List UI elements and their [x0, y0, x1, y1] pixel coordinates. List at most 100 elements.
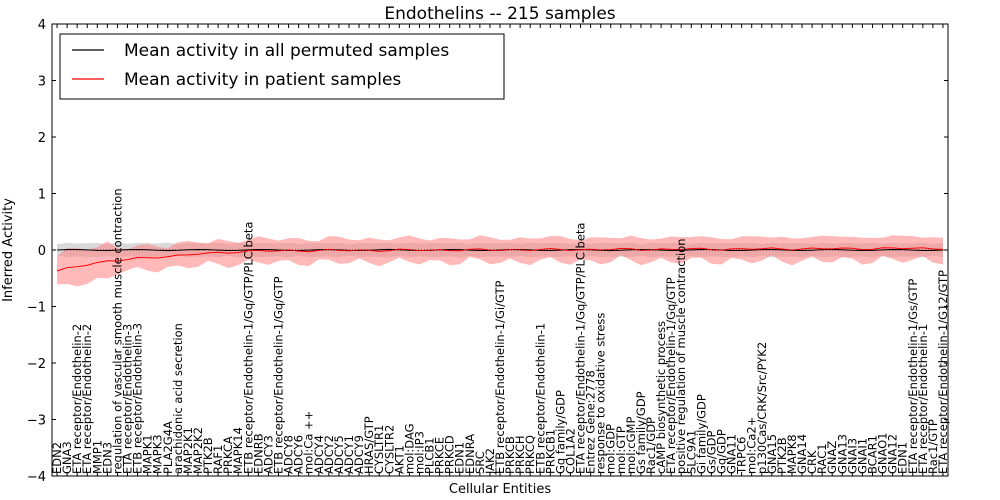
- x-tick-label: TRPC6: [735, 437, 749, 475]
- x-tick-label: GNAI1: [855, 438, 869, 474]
- x-tick-label: HRAS/GTP: [362, 416, 376, 474]
- x-tick-label: PTK2B: [775, 437, 789, 474]
- x-tick-label: JAK2: [483, 448, 497, 475]
- y-tick-label: −4: [27, 470, 46, 485]
- x-tick-label: ETA receptor/Endothelin-1/Gs/GTP: [906, 279, 920, 474]
- patient-mean-line: [56, 247, 943, 272]
- x-tick-label: SRC: [473, 451, 487, 474]
- x-tick-label: PRKCH: [513, 435, 527, 474]
- x-tick-label: arachidonic acid secretion: [171, 323, 185, 474]
- y-tick-label: 1: [38, 188, 46, 203]
- y-axis-label: Inferred Activity: [1, 198, 16, 302]
- x-tick-label: MAP2K2: [191, 427, 205, 474]
- x-tick-label: Rac1/GDP: [644, 417, 658, 474]
- x-tick-label: ADCY6: [292, 435, 306, 474]
- x-tick-label: MMP1: [90, 440, 104, 474]
- x-tick-label: regulation of vascular smooth muscle con…: [110, 188, 124, 474]
- patient-band: [57, 235, 943, 287]
- x-tick-label: CYSLTR1: [372, 425, 386, 474]
- x-tick-label: PRKCE: [433, 437, 447, 474]
- x-tick-label: SLC9A1: [684, 430, 698, 474]
- x-tick-label: EDNRB: [251, 433, 265, 474]
- legend: Mean activity in all permuted samples Me…: [59, 33, 505, 100]
- x-tick-label: mol:GTP: [614, 426, 628, 474]
- x-tick-label: EDN2: [50, 442, 64, 474]
- x-tick-label: GNA3: [60, 441, 74, 474]
- x-tick-label: EDNRA: [463, 434, 477, 474]
- x-axis-label: Cellular Entities: [449, 482, 551, 497]
- x-tick-label: EDN1: [453, 442, 467, 474]
- x-tick-label: GNA13: [835, 434, 849, 474]
- x-tick-label: PTK2B: [201, 437, 215, 474]
- x-tick-label: ADCY5: [332, 435, 346, 474]
- x-tick-label: GNA12: [886, 434, 900, 474]
- x-tick-label: MAP2K1: [181, 427, 195, 474]
- x-tick-label: GNAI3: [845, 438, 859, 474]
- legend-box: [59, 33, 505, 100]
- x-tick-label: Gq/GDP: [714, 429, 728, 474]
- x-tick-label: GNA15: [765, 434, 779, 474]
- x-tick-label: response to oxidative stress: [594, 313, 608, 474]
- x-tick-label: PRKCQ: [523, 435, 537, 474]
- x-tick-label: cAMP biosynthetic process: [654, 321, 668, 474]
- x-tick-label: RAF1: [211, 445, 225, 474]
- x-tick-label: mol:DAG: [402, 423, 416, 474]
- x-tick-label: PRKCD: [443, 435, 457, 474]
- x-tick-label: RAC1: [815, 443, 829, 474]
- x-tick-label: Gs/GDP: [704, 430, 718, 474]
- x-tick-label: PLCB1: [423, 437, 437, 474]
- y-tick-label: 4: [38, 18, 46, 33]
- x-tick-label: PRKCB: [503, 436, 517, 474]
- x-tick-label: ETB receptor/Endothelin-1/Gi/GTP: [493, 280, 507, 474]
- x-tick-label: MAPK14: [231, 427, 245, 474]
- x-tick-label: GNA11: [725, 434, 739, 474]
- x-tick-label: ETB receptor/Endothelin-1: [533, 323, 547, 474]
- x-tick-label: ETB receptor/Endothelin-1/Gq/GTP/PLC bet…: [241, 222, 255, 474]
- x-tick-label: positive regulation of muscle contractio…: [674, 238, 688, 474]
- legend-label-permuted: Mean activity in all permuted samples: [124, 41, 449, 61]
- x-tick-label: ETB receptor/Endothelin-1/Gq/GTP: [272, 276, 286, 474]
- x-tick-label: mol:IP3: [412, 431, 426, 474]
- x-tick-label: GNAO1: [876, 432, 890, 474]
- x-tick-label: MAPK1: [141, 434, 155, 474]
- x-tick-label: p130Cas/CRK/Src/PYK2: [755, 342, 769, 474]
- x-tick-label: PLA2G4A: [161, 421, 175, 474]
- x-tick-label: mol:Ca ++: [302, 411, 316, 474]
- x-tick-label: MAPK3: [151, 434, 165, 474]
- x-tick-label: ETA receptor/Endothelin-1: [916, 324, 930, 474]
- y-tick-label: 3: [38, 75, 46, 90]
- x-tick-label: Gs family/GDP: [634, 391, 648, 474]
- x-tick-label: ETB receptor/Endothelin-3: [131, 323, 145, 474]
- x-tick-label: ETA receptor/Endothelin-1/Gq/GTP/PLC bet…: [574, 223, 588, 474]
- x-tick-label: EDN3: [100, 442, 114, 474]
- x-tick-label: BCAR1: [865, 435, 879, 474]
- x-tick-label: ETA receptor/Endothelin-1/G12/GTP: [936, 270, 950, 474]
- x-tick-label: CYSLTR2: [382, 425, 396, 474]
- legend-label-patient: Mean activity in patient samples: [124, 70, 401, 90]
- x-tick-label: GNAZ: [825, 441, 839, 474]
- y-tick-label: −1: [27, 301, 46, 316]
- y-tick-label: 2: [38, 131, 46, 146]
- x-tick-label: MAPK8: [785, 434, 799, 474]
- x-tick-label: ADCY3: [261, 435, 275, 474]
- x-tick-label: COL1A2: [563, 428, 577, 474]
- x-tick-label: Gq family/GDP: [553, 390, 567, 474]
- x-tick-label: ETA receptor/Endothelin-2: [80, 324, 94, 474]
- x-tick-label: Entrez Gene:2778: [584, 370, 598, 474]
- x-tick-label: ETA receptor/Endothelin-2: [70, 324, 84, 474]
- y-tick-label: −2: [27, 357, 46, 372]
- x-tick-label: ADCY8: [282, 435, 296, 474]
- x-tick-label: mol:cGMP: [624, 417, 638, 474]
- x-tick-label: ETA receptor/Endothelin-3: [121, 324, 135, 474]
- x-tick-label: CRK: [805, 450, 819, 474]
- chart-title: Endothelins -- 215 samples: [384, 4, 615, 24]
- x-tick-label: ADCY1: [342, 435, 356, 474]
- x-tick-label: PRKCA: [221, 436, 235, 474]
- x-tick-label: ETA receptor/Endothelin-1/Gq/GTP: [664, 277, 678, 474]
- y-tick-label: −3: [27, 414, 46, 429]
- y-tick-label: 0: [38, 244, 46, 259]
- x-tick-label: mol:Ca2+: [745, 417, 759, 474]
- x-tick-label: ADCY9: [352, 435, 366, 474]
